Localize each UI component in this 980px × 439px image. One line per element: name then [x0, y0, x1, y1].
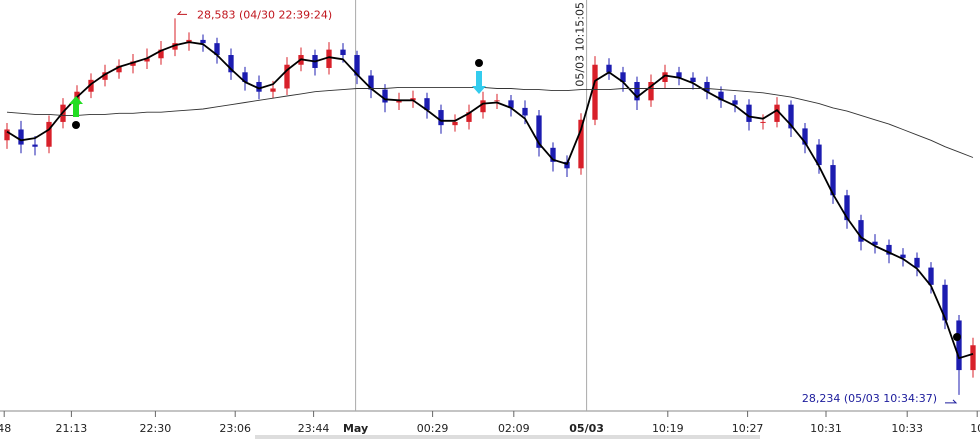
candle-body — [662, 72, 668, 82]
candle-body — [228, 55, 234, 73]
candle-body — [816, 144, 822, 166]
candle-body — [200, 39, 206, 44]
candle-body — [578, 119, 584, 169]
candle-body — [508, 100, 514, 108]
x-tick-label: 10:27 — [732, 422, 764, 435]
candle-body — [592, 64, 598, 120]
signal-dot — [953, 333, 961, 341]
candle-body — [788, 104, 794, 129]
x-tick-label: 10 — [970, 422, 980, 435]
candle-body — [704, 82, 710, 92]
candle-body — [326, 49, 332, 68]
candle-body — [844, 195, 850, 221]
candle-body — [102, 72, 108, 80]
moving-average — [6, 41, 974, 360]
x-tick-label: 23:06 — [219, 422, 251, 435]
candle-body — [970, 345, 976, 371]
candle-body — [928, 267, 934, 285]
candle-body — [4, 129, 10, 141]
candle-body — [718, 91, 724, 101]
candle-body — [284, 64, 290, 89]
candle-body — [480, 100, 486, 113]
candle-body — [18, 129, 24, 145]
candle-body — [144, 58, 150, 62]
candle-body — [606, 64, 612, 73]
candle-body — [270, 88, 276, 92]
candle-body — [32, 144, 38, 147]
candle-body — [214, 43, 220, 56]
candle-body — [676, 72, 682, 78]
x-tick-label: 00:29 — [417, 422, 449, 435]
candle-body — [942, 284, 948, 321]
signal-dot — [475, 59, 483, 67]
x-tick-label: 10:33 — [891, 422, 923, 435]
candle-body — [466, 112, 472, 122]
annotation-label: 28,234 (05/03 10:34:37) — [802, 392, 937, 405]
candle-body — [88, 79, 94, 92]
candle-body — [116, 65, 122, 73]
candle-body — [802, 128, 808, 145]
candle-body — [452, 121, 458, 126]
candle-body — [46, 121, 52, 147]
annotation-arrow — [945, 399, 958, 404]
candle-body — [424, 98, 430, 111]
candle-body — [872, 241, 878, 245]
candle-body — [396, 100, 402, 103]
candle-body — [830, 165, 836, 196]
candle-body — [438, 110, 444, 126]
candle-body — [858, 220, 864, 242]
candle-body — [900, 254, 906, 258]
x-tick-label: 48 — [0, 422, 11, 435]
moving-average — [6, 86, 974, 158]
candle-body — [620, 72, 626, 82]
sell-signal — [472, 71, 486, 94]
x-tick-label: 21:13 — [56, 422, 88, 435]
candle-body — [382, 89, 388, 103]
candle-body — [536, 115, 542, 148]
candle-body — [494, 100, 500, 102]
candle-body — [522, 107, 528, 116]
candle-body — [172, 43, 178, 50]
candle-body — [648, 82, 654, 101]
candle-body — [690, 77, 696, 82]
x-tick-label: 10:31 — [810, 422, 842, 435]
x-tick-label: 22:30 — [140, 422, 172, 435]
candle-body — [130, 61, 136, 66]
x-tick-label: 02:09 — [498, 422, 530, 435]
x-tick-label: 23:44 — [298, 422, 330, 435]
candle-body — [634, 82, 640, 101]
candle-body — [760, 121, 766, 123]
signal-dot — [72, 121, 80, 129]
buy-signal — [69, 96, 83, 117]
candle-body — [340, 49, 346, 56]
candle-body — [956, 320, 962, 371]
candle-body — [746, 104, 752, 122]
candle-body — [914, 257, 920, 268]
candle-body — [410, 98, 416, 101]
candle-body — [774, 104, 780, 122]
candle-body — [550, 147, 556, 162]
candle-body — [368, 75, 374, 90]
annotation-label: 28,583 (04/30 22:39:24) — [197, 8, 332, 21]
x-tick-label: 10:19 — [652, 422, 684, 435]
candle-body — [732, 100, 738, 105]
session-label: 05/03 — [569, 422, 604, 435]
candle-body — [158, 49, 164, 59]
candle-body — [564, 161, 570, 169]
annotation-arrow — [176, 10, 187, 15]
candle-body — [886, 244, 892, 255]
candle-body — [242, 72, 248, 82]
candle-body — [354, 55, 360, 76]
scrollbar — [255, 435, 760, 439]
candle-body — [256, 82, 262, 92]
session-note: 05/03 10:15:05 — [574, 2, 587, 87]
session-label: May — [343, 422, 368, 435]
